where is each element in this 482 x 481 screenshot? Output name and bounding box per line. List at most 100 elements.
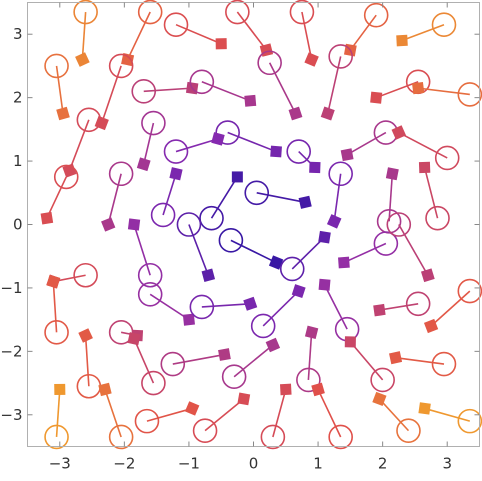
y-tick-label: −2: [0, 342, 22, 360]
marker-pair: [76, 328, 102, 399]
connector-line: [149, 293, 190, 321]
x-tick-label: −2: [113, 455, 135, 473]
connector-line: [133, 224, 151, 276]
connector-line: [188, 224, 210, 276]
connector-line: [307, 332, 313, 380]
y-axis-ticks: −3 −2 −1 0 1 2 3: [0, 25, 480, 424]
connector-line: [398, 131, 448, 159]
square-marker: [389, 351, 403, 365]
marker-pair: [286, 139, 321, 174]
square-marker: [182, 313, 195, 326]
circle-marker: [160, 351, 186, 377]
connector-line: [333, 173, 342, 222]
marker-pair: [98, 382, 134, 450]
square-marker: [298, 195, 312, 209]
square-marker: [372, 391, 387, 407]
square-marker: [318, 230, 331, 244]
square-marker: [243, 296, 258, 311]
connector-line: [326, 56, 342, 114]
circle-marker: [141, 110, 166, 136]
marker-pair: [44, 274, 69, 345]
marker-pair: [326, 161, 353, 229]
marker-pair: [215, 120, 282, 158]
square-marker: [54, 383, 66, 396]
marker-pair: [260, 383, 292, 450]
circle-marker: [431, 351, 457, 377]
connector-line: [272, 389, 287, 438]
square-marker: [231, 171, 243, 183]
marker-pair: [344, 336, 395, 393]
connector-line: [398, 224, 429, 276]
marker-pair: [391, 125, 460, 171]
marker-pair: [244, 180, 312, 209]
circle-marker: [163, 12, 189, 38]
connector-line: [210, 176, 239, 219]
circle-marker: [225, 0, 250, 25]
circle-marker: [137, 0, 163, 25]
connector-line: [268, 62, 297, 114]
marker-pair: [389, 351, 457, 377]
circle-marker: [44, 424, 69, 450]
connector-line: [349, 14, 377, 51]
square-marker: [268, 255, 284, 270]
square-marker: [211, 132, 225, 146]
marker-pair: [221, 337, 281, 390]
marker-pair: [44, 53, 70, 121]
connector-line: [349, 341, 384, 381]
marker-pair: [163, 132, 225, 164]
connector-line: [346, 131, 387, 156]
square-marker: [391, 125, 407, 140]
marker-pair: [311, 382, 353, 450]
circle-marker: [289, 0, 315, 25]
marker-pair: [250, 284, 306, 339]
connector-line: [81, 11, 87, 60]
square-marker: [127, 218, 141, 231]
connector-line: [175, 138, 219, 153]
circle-marker: [457, 82, 482, 107]
marker-pair: [318, 278, 360, 342]
square-marker: [265, 337, 281, 353]
circle-marker: [286, 139, 312, 164]
marker-pair: [62, 107, 102, 178]
marker-pair: [131, 79, 199, 104]
square-marker: [320, 106, 335, 121]
connector-line: [301, 11, 313, 60]
x-tick-label: 2: [378, 455, 388, 473]
marker-pair: [101, 161, 134, 232]
x-tick-label: −3: [49, 455, 71, 473]
marker-pair: [279, 230, 331, 282]
circle-marker: [76, 107, 102, 133]
marker-pair: [40, 164, 79, 225]
circle-marker: [137, 262, 163, 288]
marker-pair: [418, 161, 450, 231]
connector-line: [68, 119, 90, 171]
circle-marker: [328, 44, 353, 69]
marker-pair: [418, 402, 482, 434]
marker-pair: [127, 218, 163, 288]
connector-line: [317, 389, 342, 438]
square-marker: [291, 284, 306, 299]
square-marker: [340, 148, 354, 162]
connector-line: [256, 192, 306, 204]
x-tick-label: −1: [178, 455, 200, 473]
connector-line: [236, 11, 268, 51]
circle-marker: [425, 205, 450, 231]
connector-line: [401, 23, 445, 42]
square-marker: [237, 392, 251, 406]
circle-marker: [215, 120, 240, 145]
circle-marker: [131, 79, 157, 104]
connector-line: [233, 344, 274, 378]
connector-line: [375, 81, 419, 99]
square-marker: [46, 274, 61, 289]
circle-marker: [250, 313, 276, 339]
circle-marker: [150, 202, 176, 228]
connector-line: [142, 122, 155, 165]
square-marker: [304, 52, 319, 67]
marker-pair: [192, 392, 251, 443]
square-marker: [418, 402, 431, 415]
circle-marker: [405, 291, 431, 317]
circle-marker: [141, 370, 166, 396]
marker-pair: [136, 110, 166, 172]
marker-pair: [127, 332, 166, 396]
